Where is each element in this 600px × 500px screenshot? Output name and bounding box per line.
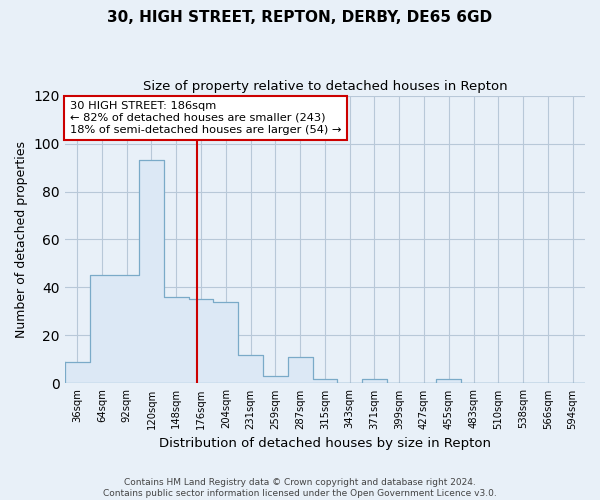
X-axis label: Distribution of detached houses by size in Repton: Distribution of detached houses by size … bbox=[159, 437, 491, 450]
Title: Size of property relative to detached houses in Repton: Size of property relative to detached ho… bbox=[143, 80, 507, 93]
Text: 30 HIGH STREET: 186sqm
← 82% of detached houses are smaller (243)
18% of semi-de: 30 HIGH STREET: 186sqm ← 82% of detached… bbox=[70, 102, 341, 134]
Y-axis label: Number of detached properties: Number of detached properties bbox=[15, 141, 28, 338]
Text: 30, HIGH STREET, REPTON, DERBY, DE65 6GD: 30, HIGH STREET, REPTON, DERBY, DE65 6GD bbox=[107, 10, 493, 25]
Text: Contains HM Land Registry data © Crown copyright and database right 2024.
Contai: Contains HM Land Registry data © Crown c… bbox=[103, 478, 497, 498]
